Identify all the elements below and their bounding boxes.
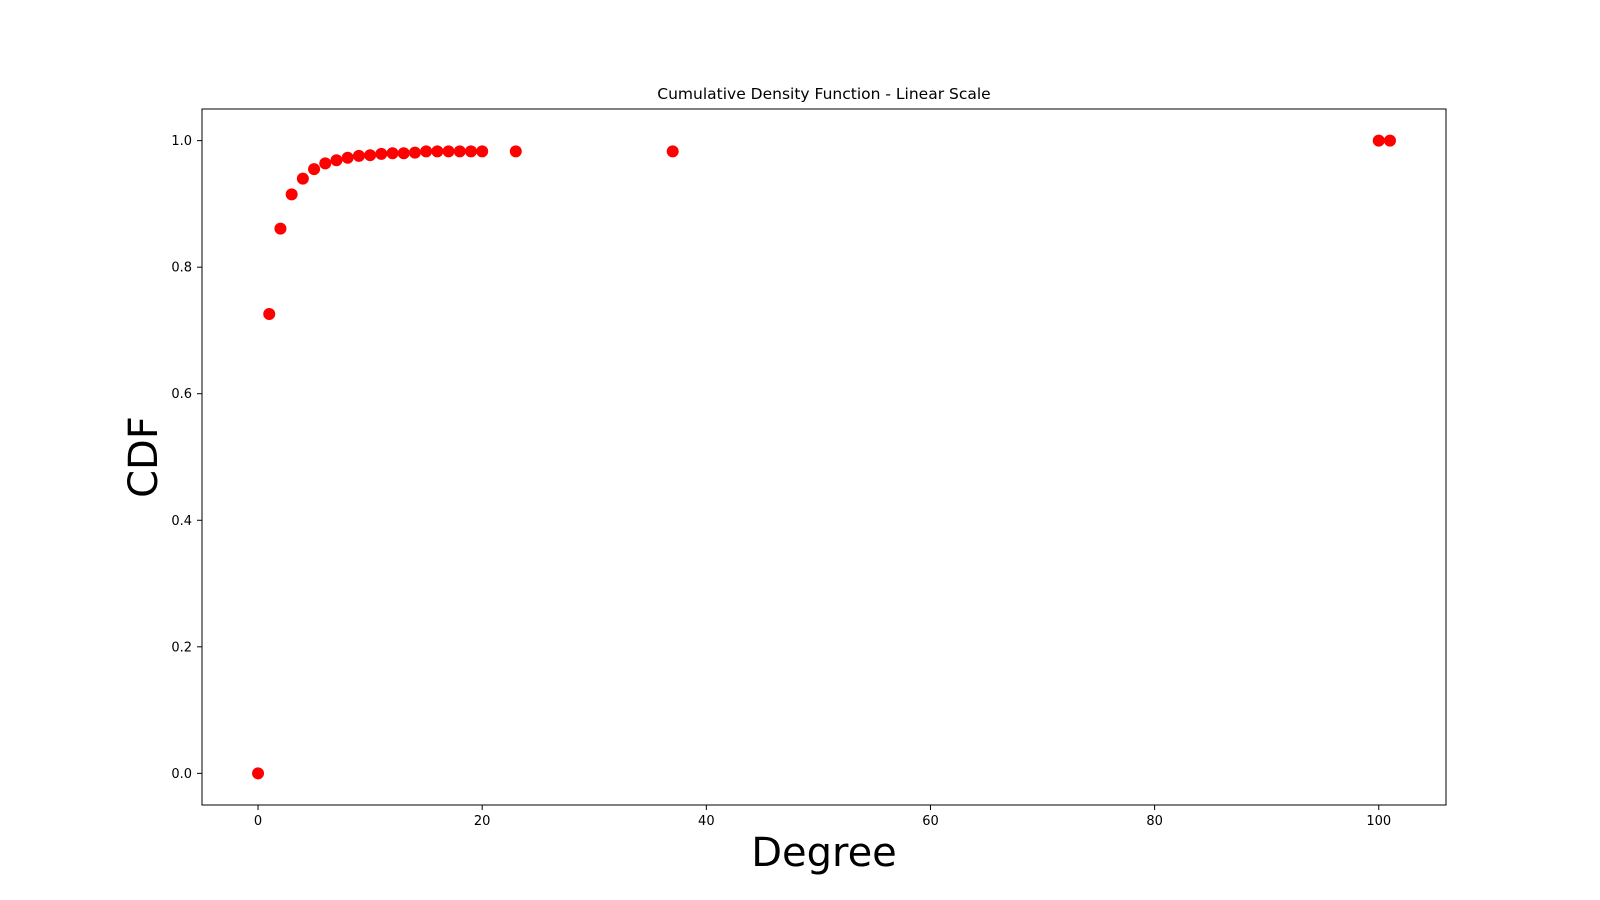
data-point bbox=[308, 163, 321, 176]
x-axis-label: Degree bbox=[751, 830, 897, 876]
data-point bbox=[431, 145, 444, 158]
data-point bbox=[1372, 134, 1385, 147]
data-point bbox=[375, 147, 388, 160]
data-point bbox=[408, 146, 421, 159]
x-tick-label: 60 bbox=[922, 814, 939, 829]
x-tick-label: 100 bbox=[1366, 814, 1391, 829]
data-point bbox=[341, 151, 354, 164]
data-point bbox=[330, 154, 343, 167]
data-point bbox=[352, 149, 365, 162]
data-point bbox=[386, 147, 399, 160]
y-tick-label: 0.6 bbox=[171, 387, 192, 402]
data-point bbox=[420, 145, 433, 158]
data-point bbox=[453, 145, 466, 158]
data-point bbox=[476, 145, 489, 158]
y-tick-label: 0.0 bbox=[171, 767, 192, 782]
y-tick-label: 0.2 bbox=[171, 640, 192, 655]
data-point bbox=[285, 188, 298, 201]
data-point bbox=[509, 145, 522, 158]
data-point bbox=[274, 222, 287, 235]
x-tick-label: 0 bbox=[254, 814, 262, 829]
y-tick-label: 0.4 bbox=[171, 514, 192, 529]
data-point bbox=[442, 145, 455, 158]
x-tick-label: 20 bbox=[474, 814, 491, 829]
data-point bbox=[464, 145, 477, 158]
data-points bbox=[252, 134, 1396, 780]
data-point bbox=[397, 147, 410, 160]
plot-frame bbox=[201, 108, 1447, 806]
x-tick-label: 40 bbox=[698, 814, 715, 829]
x-tick-label: 80 bbox=[1146, 814, 1163, 829]
data-point bbox=[319, 157, 332, 170]
y-tick-label: 1.0 bbox=[171, 134, 192, 149]
chart-title: Cumulative Density Function - Linear Sca… bbox=[657, 85, 990, 103]
data-point bbox=[1383, 134, 1396, 147]
data-point bbox=[252, 767, 265, 780]
data-point bbox=[296, 172, 309, 185]
plot-area: 0 20 40 60 80 100 0.0 0.2 0.4 0.6 0.8 1.0 bbox=[171, 108, 1447, 829]
data-point bbox=[263, 308, 276, 321]
y-axis-label: CDF bbox=[121, 416, 167, 498]
y-axis: 0.0 0.2 0.4 0.6 0.8 1.0 bbox=[171, 134, 202, 782]
y-tick-label: 0.8 bbox=[171, 261, 192, 276]
data-point bbox=[666, 145, 679, 158]
x-axis: 0 20 40 60 80 100 bbox=[254, 805, 1391, 829]
data-point bbox=[364, 149, 377, 162]
